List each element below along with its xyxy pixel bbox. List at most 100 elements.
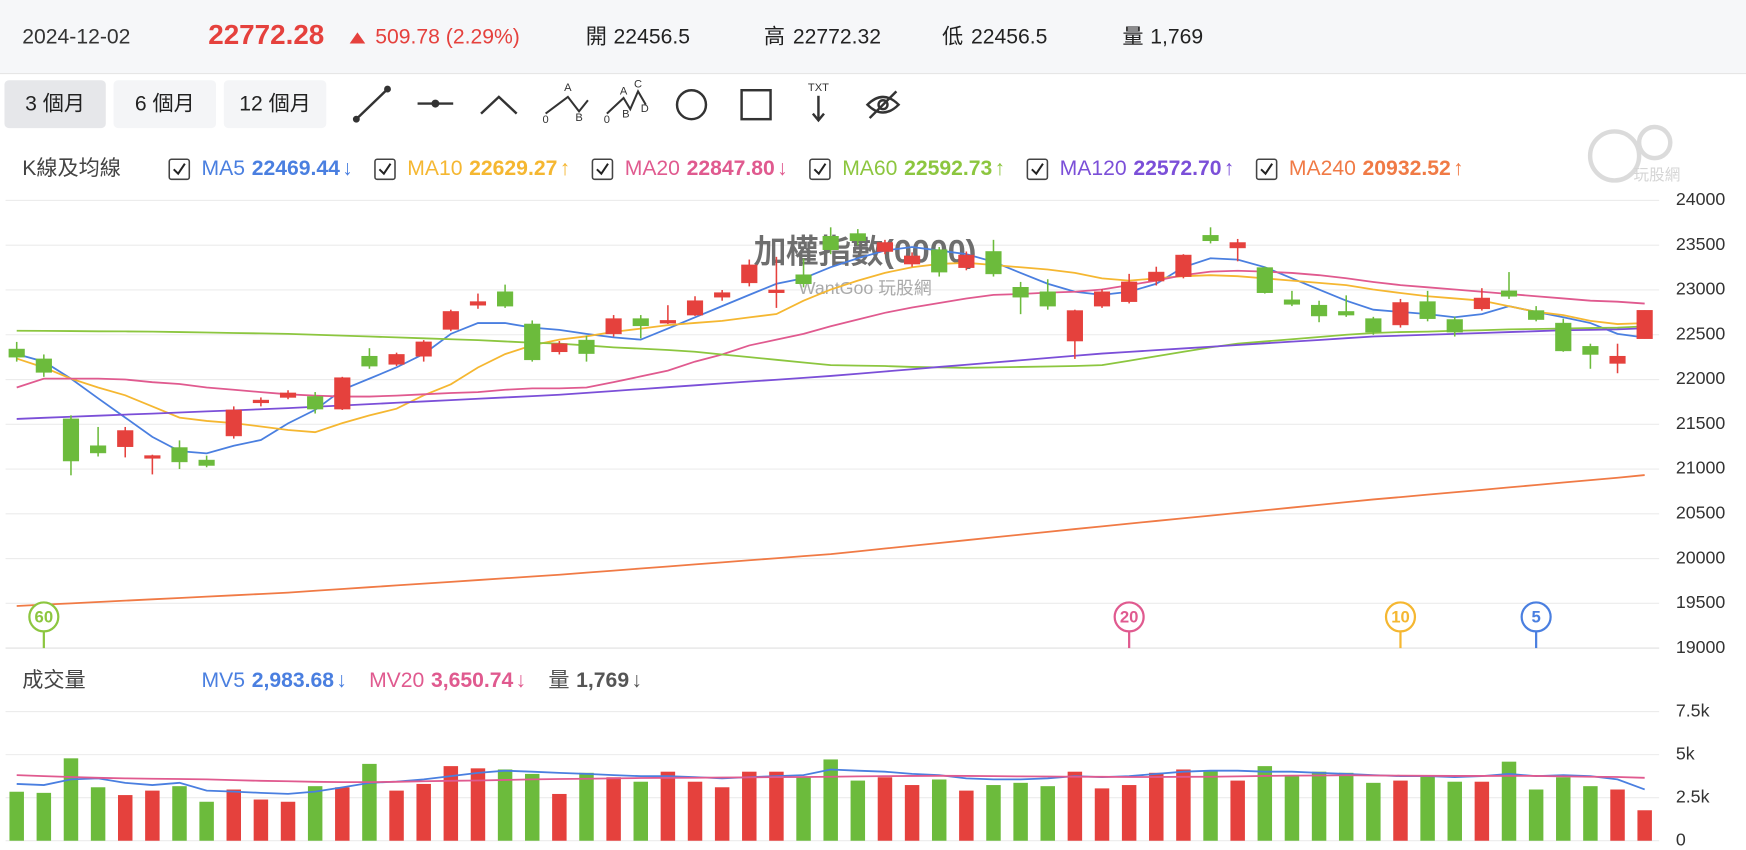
candle-body [822, 235, 839, 250]
volume-bar [1528, 789, 1544, 841]
y-tick-label: 19000 [1676, 637, 1726, 657]
legend-value: 3,650.74 [431, 669, 514, 692]
candle-body [1419, 301, 1436, 319]
legend-name: 量 [548, 669, 569, 692]
tool-letter: 0 [543, 114, 549, 126]
period-marker: 20 [1113, 601, 1145, 649]
tool-angle[interactable] [480, 95, 518, 115]
volume-bar [226, 789, 242, 841]
y-tick-label: 2.5k [1676, 786, 1710, 806]
volume-legend: 成交量 MV5 2,983.68 ↓ MV20 3,650.74 ↓ 量 1,769 ↓ [22, 668, 642, 692]
ma-line [16, 261, 1645, 434]
candle-body [1093, 291, 1111, 307]
low-label: 低 [942, 24, 963, 48]
volume-bar [633, 781, 648, 841]
legend-checkbox[interactable] [809, 158, 831, 181]
legend-checkbox[interactable] [1255, 158, 1278, 181]
volume-bar [823, 759, 838, 841]
volume-bar [1474, 781, 1490, 841]
volume-bar [63, 758, 79, 841]
y-tick-label: 21500 [1676, 413, 1726, 433]
legend-title: 成交量 [22, 668, 85, 692]
range-button[interactable]: 12 個月 [223, 80, 327, 129]
legend-value: 22847.80 [687, 157, 775, 180]
volume-bar [931, 779, 947, 841]
legend-trend: ↑ [1453, 157, 1464, 180]
y-tick-label: 23000 [1676, 279, 1726, 299]
range-button-label: 3 個月 [25, 91, 85, 115]
candle-body [171, 447, 188, 463]
tool-circle[interactable] [675, 88, 708, 121]
volume-bar [1583, 786, 1598, 841]
period-marker-circle [1113, 601, 1145, 633]
candle-body [659, 320, 676, 324]
date: 2024-12-02 [22, 25, 130, 48]
volume-bar [90, 787, 106, 841]
legend-trend: ↓ [516, 669, 527, 692]
candle-body [442, 311, 459, 330]
legend-trend: ↓ [631, 669, 642, 692]
tool-hide[interactable] [865, 90, 901, 119]
y-tick-label: 19500 [1676, 592, 1726, 612]
period-marker: 5 [1520, 601, 1552, 649]
candle-body [1148, 271, 1165, 282]
volume-bar [1149, 772, 1164, 841]
legend-checkbox[interactable] [374, 158, 396, 181]
volume-bar [443, 766, 459, 841]
volume-bar [1610, 789, 1625, 841]
volume-bar [145, 790, 160, 841]
tool-abcd[interactable] [606, 89, 647, 115]
volume-bar [335, 787, 350, 841]
legend-title: K線及均線 [22, 156, 121, 180]
checkbox-check [596, 163, 609, 176]
volume-bar [1366, 782, 1381, 841]
volume-bar [1420, 776, 1435, 841]
candle-body [1473, 297, 1490, 310]
volume-bar [742, 771, 757, 841]
y-tick-label: 21000 [1676, 458, 1726, 478]
candle-body [714, 292, 731, 298]
logo-text: 玩股網 [1634, 166, 1681, 184]
ma-line [16, 474, 1645, 607]
candle-body [768, 289, 785, 293]
legend-checkbox[interactable] [1026, 158, 1049, 181]
legend-name: MV20 [369, 669, 424, 692]
candle-body [334, 377, 351, 410]
y-tick-label: 22000 [1676, 368, 1726, 388]
volume-bar [416, 783, 431, 841]
candle-body [361, 355, 378, 367]
legend-name: MV5 [202, 669, 245, 692]
checkbox-check [173, 163, 186, 176]
tool-line[interactable] [352, 85, 391, 123]
volume-bar [1121, 785, 1137, 841]
period-marker: 10 [1384, 601, 1417, 649]
range-button[interactable]: 6 個月 [113, 80, 217, 129]
legend-name: MA10 [407, 157, 462, 180]
high-label: 高 [764, 24, 785, 48]
checkbox-box [809, 158, 831, 181]
volume-bar [769, 771, 784, 841]
volume-bar [36, 792, 52, 841]
high-value: 22772.32 [793, 25, 881, 48]
volume-bar [280, 801, 296, 841]
legend-trend: ↑ [1224, 157, 1235, 180]
legend-name: MA240 [1289, 157, 1356, 180]
tool-rect[interactable] [740, 88, 772, 121]
price: 22772.28 [208, 19, 324, 50]
legend-name: MA60 [842, 157, 897, 180]
tool-hline[interactable] [417, 99, 454, 108]
tool-letter: C [634, 79, 642, 91]
period-marker-label: 20 [1120, 607, 1139, 626]
tool-abc[interactable] [545, 95, 589, 115]
volume-bar [1311, 771, 1327, 841]
legend-checkbox[interactable] [168, 158, 191, 181]
candle-body [524, 323, 541, 361]
candle-body [741, 264, 758, 284]
volume-value: 1,769 [1150, 25, 1203, 48]
range-button[interactable]: 3 個月 [4, 80, 106, 129]
legend-checkbox[interactable] [591, 158, 614, 181]
checkbox-box [168, 158, 191, 181]
candle-body [144, 455, 161, 459]
tool-text[interactable] [811, 95, 825, 123]
